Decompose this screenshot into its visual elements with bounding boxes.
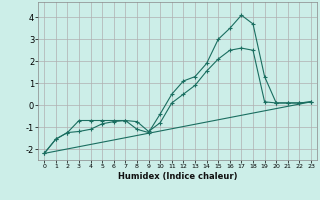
X-axis label: Humidex (Indice chaleur): Humidex (Indice chaleur) bbox=[118, 172, 237, 181]
